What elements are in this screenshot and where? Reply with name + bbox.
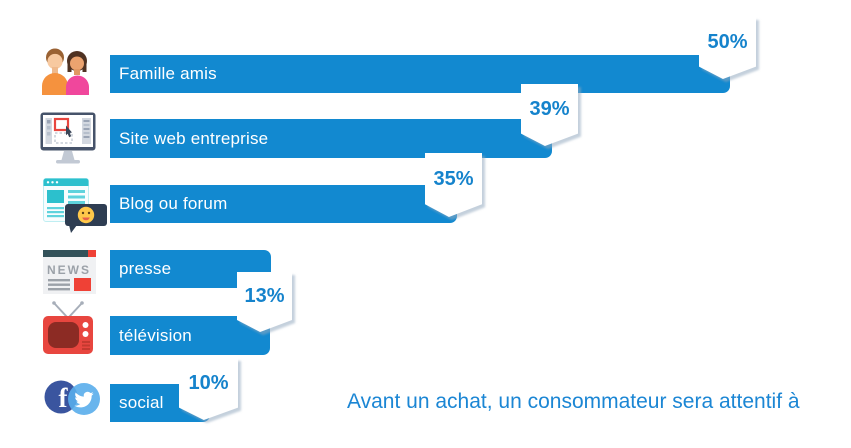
- bar-label-famille-amis: Famille amis: [119, 64, 217, 83]
- chart-caption: Avant un achat, un consommateur sera att…: [347, 390, 800, 413]
- value-badge-blog-ou-forum: 35%: [425, 153, 482, 217]
- badge-value: 35%: [433, 167, 474, 190]
- value-badge-social: 10%: [179, 358, 238, 420]
- badge-value: 39%: [529, 97, 570, 120]
- newspaper-icon: NEWS: [42, 250, 96, 299]
- svg-text:f: f: [59, 383, 69, 413]
- badge-shape: 35%: [425, 153, 482, 217]
- blog-window-smiley-icon: [43, 178, 115, 240]
- computer-monitor-icon: [40, 112, 96, 171]
- svg-text:NEWS: NEWS: [47, 263, 91, 277]
- value-badge-television: 13%: [237, 272, 292, 332]
- bar-blog-ou-forum: Blog ou forum: [110, 185, 457, 223]
- badge-shape: 10%: [179, 358, 238, 420]
- bar-site-web-entreprise: Site web entreprise: [110, 119, 552, 158]
- bar-label-site-web-entreprise: Site web entreprise: [119, 128, 269, 148]
- bar-label-blog-ou-forum: Blog ou forum: [119, 194, 228, 213]
- badge-value: 10%: [188, 371, 229, 394]
- bar-famille-amis: Famille amis: [110, 55, 730, 93]
- badge-shape: 39%: [521, 84, 578, 146]
- couple-icon: [38, 45, 96, 100]
- facebook-twitter-icon: f: [44, 375, 102, 426]
- bar-label-television: télévision: [119, 325, 192, 345]
- badge-value: 13%: [244, 284, 285, 307]
- value-badge-famille-amis: 50%: [699, 17, 756, 79]
- badge-shape: 50%: [699, 17, 756, 79]
- bar-label-presse: presse: [119, 259, 172, 278]
- badge-shape: 13%: [237, 272, 292, 332]
- badge-value: 50%: [707, 30, 748, 53]
- value-badge-site-web-entreprise: 39%: [521, 84, 578, 146]
- television-icon: [41, 299, 95, 361]
- bar-label-social: social: [119, 393, 164, 412]
